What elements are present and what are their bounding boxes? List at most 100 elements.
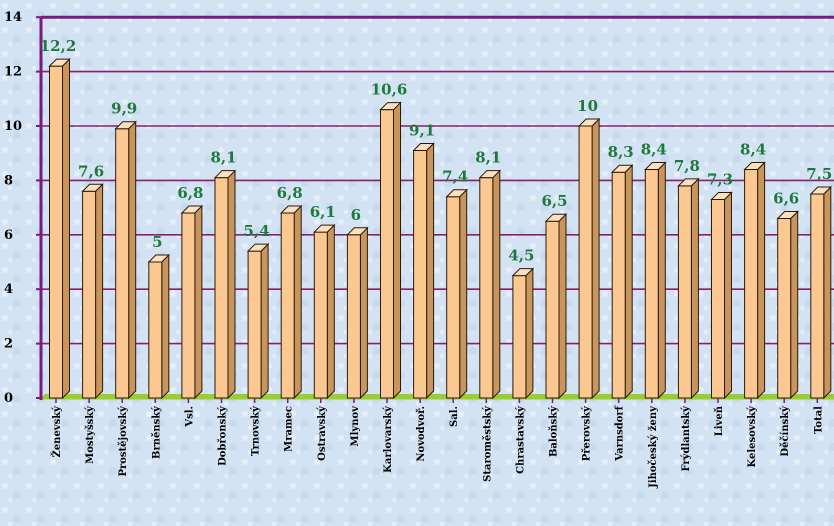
bar-top xyxy=(48,58,71,67)
data-label: 6,8 xyxy=(177,184,203,202)
bar-top xyxy=(710,191,733,200)
bar xyxy=(48,57,71,400)
x-tick-label: Jihočeský ženy xyxy=(648,405,659,489)
bar-top xyxy=(412,142,435,151)
axes xyxy=(39,15,834,400)
bar-front xyxy=(148,261,163,399)
x-tick-label: Mramec xyxy=(284,406,295,452)
bar-side xyxy=(492,169,501,400)
data-label: 8,3 xyxy=(608,143,634,161)
bar-front xyxy=(380,109,394,399)
y-tick-labels: 0 2 4 6 8 10 12 14 xyxy=(4,10,41,406)
bar-side xyxy=(690,177,699,400)
bar-side xyxy=(161,253,170,400)
bar-front xyxy=(711,198,725,399)
data-label: 6,8 xyxy=(277,184,303,202)
bar-front xyxy=(280,212,295,399)
data-label: 8,4 xyxy=(641,141,667,159)
bar-side xyxy=(790,210,799,400)
bar-top xyxy=(246,243,270,252)
bar-top xyxy=(147,254,171,263)
data-label: 6,5 xyxy=(541,192,567,210)
bar-front xyxy=(413,149,428,399)
bar-side xyxy=(95,183,104,400)
data-label: 8,4 xyxy=(740,141,766,159)
y-tick-label: 2 xyxy=(4,337,13,352)
bar-top xyxy=(511,268,535,277)
bar-side xyxy=(293,204,302,400)
bar-front xyxy=(446,196,461,399)
bar-front xyxy=(810,193,825,399)
data-label: 12,2 xyxy=(40,37,77,55)
x-tick-label: Ostravský xyxy=(317,405,328,461)
x-tick-label: Varnsdorf xyxy=(615,405,626,461)
bar-side xyxy=(426,142,435,400)
bar-side xyxy=(591,117,600,400)
bar-front xyxy=(346,234,361,399)
x-tick-label: Karlovarský xyxy=(383,405,394,473)
bar xyxy=(610,164,634,400)
x-tick-label: Dobřonský xyxy=(218,405,229,466)
x-tick-label: Total xyxy=(813,406,824,434)
y-tick-label: 6 xyxy=(4,228,13,243)
bar-side xyxy=(326,223,335,400)
x-tick-label: Přerovský xyxy=(582,405,593,461)
data-labels: 12,2 7,6 9,9 5 6,8 8,1 5,4 6,8 6,1 6 10,6 9,1 7,4 8,1… xyxy=(40,37,833,264)
bar-front xyxy=(115,128,130,399)
bar-side xyxy=(194,204,203,400)
x-tick-label: Mostyšský xyxy=(85,405,96,464)
x-tick-label: Baloňský xyxy=(549,405,560,457)
bar xyxy=(313,223,336,400)
bar-front xyxy=(214,177,229,399)
data-label: 9,9 xyxy=(111,100,137,118)
data-label: 8,1 xyxy=(475,149,501,167)
x-tick-label: Liveň xyxy=(714,405,725,436)
bar-side xyxy=(724,191,732,400)
x-tick-label: Ženevský xyxy=(51,405,63,458)
bar-top xyxy=(743,162,766,171)
bar-top xyxy=(544,213,568,222)
bar-front xyxy=(611,171,626,399)
bar-top xyxy=(213,170,237,179)
x-tick-label: Novodvoř. xyxy=(416,406,427,462)
y-tick-label: 8 xyxy=(4,173,13,188)
bar-top xyxy=(478,170,502,179)
data-label: 4,5 xyxy=(508,247,534,265)
bar xyxy=(809,185,833,400)
x-tick-label: Chrastavský xyxy=(515,405,526,474)
x-tick-label: Brněnský xyxy=(151,405,162,459)
bar-front xyxy=(545,220,560,399)
bar xyxy=(279,204,303,400)
bar xyxy=(412,142,435,400)
bar-front xyxy=(777,217,792,399)
y-tick-label: 14 xyxy=(4,10,22,25)
bar-top xyxy=(279,205,303,214)
bar xyxy=(213,169,237,400)
bar-front xyxy=(479,177,494,399)
bar-side xyxy=(525,267,534,400)
bar-top xyxy=(180,205,204,214)
bar xyxy=(147,253,171,400)
data-label: 10 xyxy=(577,97,598,115)
bar-top xyxy=(577,118,601,127)
bar xyxy=(743,161,766,400)
data-label: 7,4 xyxy=(442,168,468,186)
bar-side xyxy=(359,226,368,400)
bar-side xyxy=(260,242,269,400)
bar-top xyxy=(346,227,369,236)
bar xyxy=(544,212,568,400)
bar-top xyxy=(114,121,137,130)
bar-front xyxy=(644,169,659,399)
data-label: 7,6 xyxy=(78,162,104,180)
bar-side xyxy=(459,188,468,400)
x-tick-label: Vsl. xyxy=(184,406,195,428)
bar-side xyxy=(128,120,137,400)
bar-top xyxy=(610,164,634,173)
bar-front xyxy=(578,125,593,399)
bar xyxy=(710,191,733,400)
data-label: 9,1 xyxy=(409,121,435,139)
bar-front xyxy=(181,212,196,399)
bar xyxy=(246,242,270,400)
y-tick-label: 12 xyxy=(4,65,22,80)
